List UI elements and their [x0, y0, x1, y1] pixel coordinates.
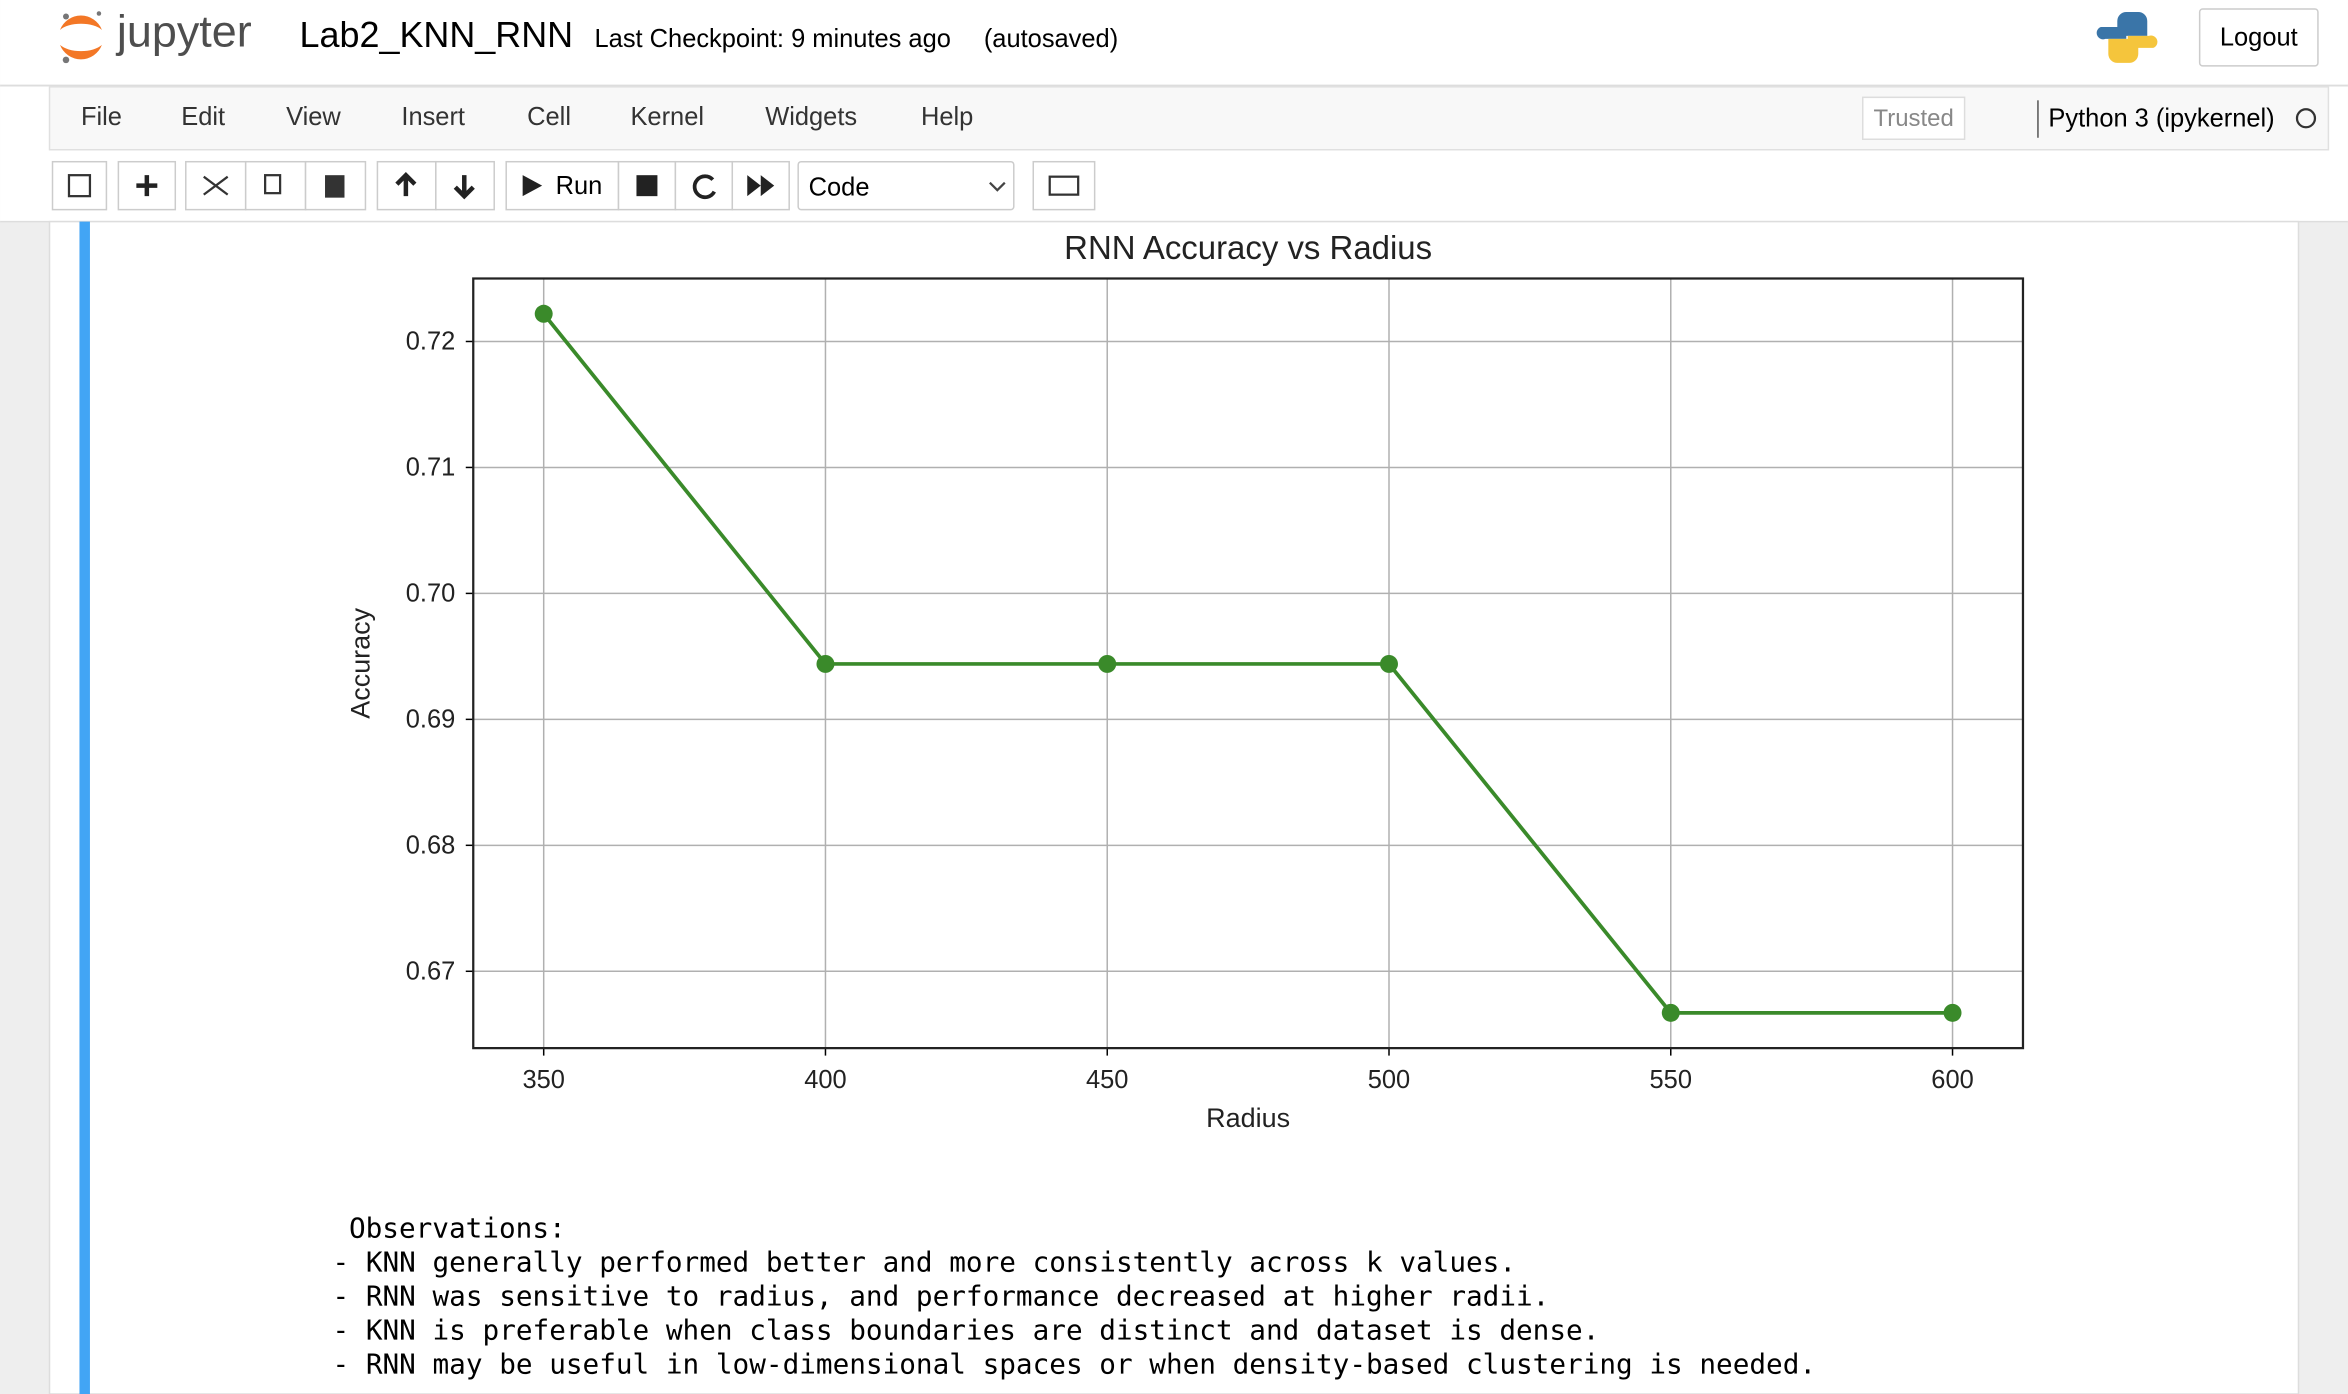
jupyter-logo-icon — [59, 11, 102, 64]
x-axis-label: Radius — [1206, 1103, 1290, 1133]
data-line — [542, 312, 1953, 1015]
restart-icon — [692, 174, 716, 200]
y-tick-label: 0.70 — [406, 580, 456, 608]
y-axis-label: Accuracy — [346, 607, 376, 718]
toolbar: Run Code — [51, 160, 1096, 211]
output-text: Observations:- KNN generally performed b… — [333, 1211, 1817, 1380]
up-icon — [395, 172, 417, 197]
cell-type-select[interactable] — [797, 160, 1015, 211]
chart: 350 400 450 500 550 600 0.67 0.68 0.69 0.70 0.71 0.… — [346, 229, 2025, 1133]
y-tick-label: 0.69 — [406, 706, 456, 734]
selected-cell-bar — [79, 221, 90, 1394]
data-point — [1943, 1003, 1962, 1022]
x-tick-label: 350 — [522, 1066, 564, 1094]
output-line: - KNN generally performed better and mor… — [333, 1245, 1517, 1278]
keyboard-icon — [1048, 175, 1080, 196]
run-icon — [522, 175, 543, 197]
output-line: Observations: — [349, 1211, 566, 1244]
menu-item[interactable]: Widgets — [765, 103, 857, 131]
x-tick-label: 500 — [1368, 1066, 1410, 1094]
notebook-container — [48, 220, 2300, 1394]
logout-button[interactable] — [2198, 8, 2319, 67]
autosave-status: (autosaved) — [984, 25, 1118, 53]
save-icon — [67, 174, 92, 198]
x-tick-label: 600 — [1931, 1066, 1973, 1094]
menu-item[interactable]: Edit — [181, 103, 225, 131]
y-tick-label: 0.67 — [406, 958, 456, 986]
menu-item[interactable]: Cell — [527, 103, 571, 131]
output-line: - KNN is preferable when class boundarie… — [333, 1313, 1600, 1346]
menu-item[interactable]: File — [81, 103, 122, 131]
cut-icon — [203, 175, 229, 196]
fast-forward-icon — [747, 175, 775, 197]
data-point — [816, 654, 835, 673]
y-tick-label: 0.71 — [406, 454, 456, 482]
y-tick-label: 0.72 — [406, 328, 456, 356]
stop-icon — [636, 175, 658, 197]
copy-button[interactable] — [244, 160, 307, 211]
select-arrow — [989, 181, 1006, 192]
header-bar — [0, 0, 2348, 86]
kernel-name: Python 3 (ipykernel) — [2048, 105, 2274, 133]
x-tick-label: 450 — [1086, 1066, 1128, 1094]
y-tick-label: 0.68 — [406, 832, 456, 860]
menubar — [48, 86, 2330, 151]
copy-icon — [264, 174, 282, 195]
checkpoint-status: Last Checkpoint: 9 minutes ago — [595, 25, 951, 53]
data-point — [1098, 654, 1117, 673]
kernel-indicator — [2295, 108, 2317, 129]
data-point — [534, 304, 553, 323]
menu-item[interactable]: Kernel — [630, 103, 704, 131]
run-label[interactable]: Run — [556, 172, 603, 200]
data-point — [1661, 1003, 1680, 1022]
menu-item[interactable]: Insert — [401, 103, 465, 131]
plus-icon — [136, 175, 158, 197]
output-line: - RNN may be useful in low-dimensional s… — [333, 1347, 1817, 1380]
logout-label[interactable]: Logout — [2220, 24, 2298, 52]
chart-title: RNN Accuracy vs Radius — [1064, 229, 1432, 266]
x-tick-label: 400 — [804, 1066, 846, 1094]
restart-button[interactable] — [674, 160, 734, 211]
logo-text[interactable]: jupyter — [115, 5, 252, 56]
keyboard-button[interactable] — [1032, 160, 1096, 211]
x-tick-label: 550 — [1650, 1066, 1692, 1094]
paste-icon — [325, 175, 345, 198]
menu-item[interactable]: Help — [921, 103, 973, 131]
menu-items: File Edit View Insert Cell Kernel Widgets Help — [81, 103, 973, 131]
trusted-label[interactable]: Trusted — [1874, 105, 1954, 132]
save-button[interactable] — [51, 160, 108, 211]
down-icon — [453, 175, 475, 200]
menu-item[interactable]: View — [286, 103, 341, 131]
output-line: - RNN was sensitive to radius, and perfo… — [333, 1279, 1550, 1312]
trusted-badge[interactable] — [1862, 96, 1966, 140]
data-point — [1380, 654, 1398, 673]
plot-frame — [472, 277, 2025, 1050]
cell-type-label[interactable]: Code — [809, 173, 870, 201]
notebook-name[interactable]: Lab2_KNN_RNN — [300, 14, 574, 55]
python-logo — [2096, 11, 2158, 63]
